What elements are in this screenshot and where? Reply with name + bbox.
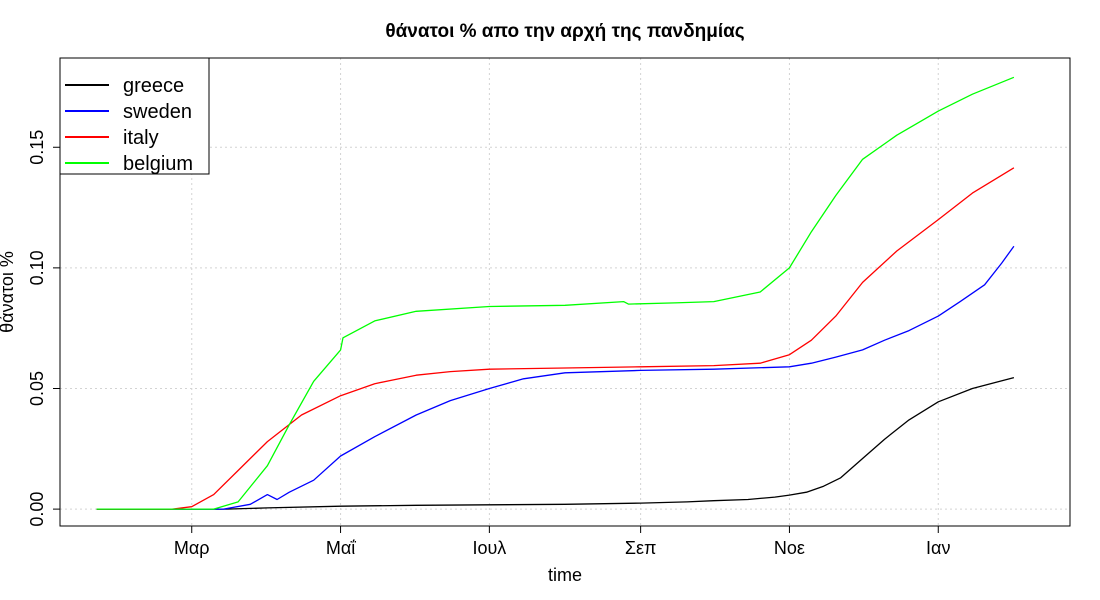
legend: greece sweden italy belgium: [59, 57, 210, 175]
grid: [60, 58, 1070, 526]
series-line-italy: [96, 167, 1015, 510]
y-tick-label: 0.05: [27, 371, 47, 406]
plot-frame: [59, 57, 1071, 527]
x-tick-label: Ιουλ: [472, 538, 506, 558]
legend-label-sweden: sweden: [123, 101, 192, 123]
y-axis: 0.00 0.05 0.10 0.15: [27, 130, 60, 527]
legend-label-belgium: belgium: [123, 153, 193, 175]
x-axis-label: time: [548, 565, 582, 585]
series-line-greece: [96, 376, 1015, 510]
y-axis-label: θάνατοι %: [0, 251, 17, 333]
x-tick-label: Ιαν: [926, 538, 950, 558]
series-line-belgium: [96, 76, 1015, 510]
legend-label-italy: italy: [123, 127, 159, 149]
x-tick-label: Σεπ: [625, 538, 657, 558]
x-tick-label: Μαρ: [174, 538, 210, 558]
legend-box: [59, 57, 210, 175]
y-tick-label: 0.00: [27, 492, 47, 527]
series-lines: [96, 76, 1015, 510]
legend-label-greece: greece: [123, 75, 184, 97]
chart-title: θάνατοι % απο την αρχή της πανδημίας: [385, 21, 744, 42]
x-axis: Μαρ Μαΐ Ιουλ Σεπ Νοε Ιαν: [174, 526, 950, 558]
series-line-sweden: [96, 245, 1015, 510]
x-tick-label: Μαΐ: [326, 538, 356, 558]
y-tick-label: 0.10: [27, 250, 47, 285]
x-tick-label: Νοε: [774, 538, 805, 558]
y-tick-label: 0.15: [27, 130, 47, 165]
